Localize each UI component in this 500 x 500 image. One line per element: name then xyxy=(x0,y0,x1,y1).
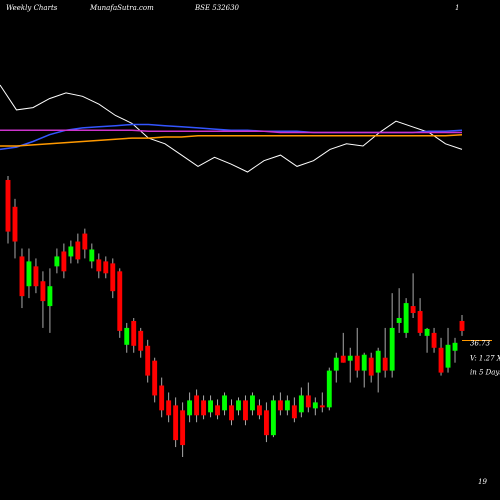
candle-body xyxy=(117,271,123,331)
candle-body xyxy=(361,354,367,371)
candle-body xyxy=(159,385,165,411)
candle-body xyxy=(410,306,416,314)
candle-body xyxy=(173,405,179,441)
candle-body xyxy=(68,246,74,257)
candle-body xyxy=(33,266,39,287)
candle-body xyxy=(375,350,381,373)
candle-body xyxy=(229,405,234,421)
indicator-line xyxy=(0,123,463,151)
candle-body xyxy=(333,357,339,371)
site-name: MunafaSutra.com xyxy=(89,4,154,12)
candle-body xyxy=(431,332,437,348)
stock-code: BSE 532630 xyxy=(194,4,240,12)
panel-number: 1 xyxy=(455,4,459,12)
candle-body xyxy=(187,400,193,416)
candle-body xyxy=(61,251,67,272)
candle-body xyxy=(47,286,53,307)
candle-body xyxy=(284,400,290,411)
candle-body xyxy=(12,206,18,242)
candle-body xyxy=(124,327,130,345)
indicator-line xyxy=(0,133,463,147)
candle-body xyxy=(54,256,60,267)
candle-body xyxy=(277,400,283,411)
candle-body xyxy=(326,370,332,408)
candle-body xyxy=(298,395,304,413)
candle-body xyxy=(396,317,402,323)
candle-body xyxy=(166,400,172,416)
candle-body xyxy=(89,249,95,262)
candle-body xyxy=(452,342,458,351)
candle-body xyxy=(26,261,32,287)
candle-body xyxy=(194,395,200,416)
candle-body xyxy=(40,281,46,302)
candle-body xyxy=(222,395,227,411)
candle-body xyxy=(424,328,430,336)
candle-body xyxy=(319,405,325,408)
candle-body xyxy=(270,400,276,436)
candle-body xyxy=(250,395,255,411)
footer-number: 19 xyxy=(478,478,487,486)
candle-body xyxy=(354,355,360,371)
candle-body xyxy=(263,410,269,436)
candle-body xyxy=(110,263,116,292)
candle-body xyxy=(389,327,395,371)
candle-body xyxy=(152,360,158,396)
candle-body xyxy=(291,405,297,419)
candle-body xyxy=(82,233,88,250)
candle-body xyxy=(312,402,318,409)
candle-body xyxy=(438,347,444,373)
candle-body xyxy=(305,395,311,408)
candle-body xyxy=(131,320,137,346)
candle-body xyxy=(445,344,451,368)
candle-body xyxy=(5,179,11,232)
candle-body xyxy=(145,345,151,376)
candle-body xyxy=(201,400,207,416)
candle-body xyxy=(257,405,262,416)
candle-body xyxy=(459,320,465,331)
candle-body xyxy=(19,256,25,297)
indicator-line xyxy=(0,129,462,134)
candle-body xyxy=(382,357,388,371)
candle-body xyxy=(236,400,241,411)
chart-label: Weekly Charts xyxy=(6,4,58,12)
indicator-line xyxy=(0,84,463,173)
candle-body xyxy=(340,355,346,363)
candle-body xyxy=(96,259,102,272)
last-price-label: 36.73 xyxy=(470,340,491,348)
candle-body xyxy=(368,357,374,376)
candle-body xyxy=(215,405,220,416)
candle-body xyxy=(103,261,109,274)
candle-body xyxy=(403,303,409,333)
annotation: in 5 Days xyxy=(470,369,500,377)
candle-body xyxy=(347,355,353,361)
candle-body xyxy=(243,400,248,421)
candle-body xyxy=(417,311,423,333)
candle-body xyxy=(208,400,213,413)
candle-body xyxy=(180,410,186,446)
candle-body xyxy=(75,241,81,260)
candle-body xyxy=(138,330,144,351)
annotation: V: 1.27 X xyxy=(470,355,500,363)
